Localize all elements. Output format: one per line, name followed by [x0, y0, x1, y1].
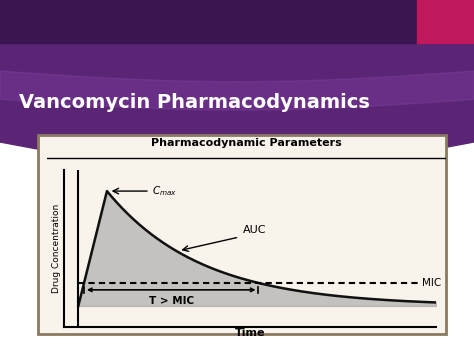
Text: MIC: MIC — [422, 278, 441, 288]
Y-axis label: Drug Concentration: Drug Concentration — [52, 204, 61, 293]
Text: AUC: AUC — [243, 225, 266, 235]
FancyBboxPatch shape — [38, 135, 446, 334]
Text: $C_{max}$: $C_{max}$ — [152, 184, 177, 198]
Text: Vancomycin Pharmacodynamics: Vancomycin Pharmacodynamics — [19, 93, 370, 113]
Text: Pharmacodynamic Parameters: Pharmacodynamic Parameters — [151, 138, 342, 148]
Text: T > MIC: T > MIC — [149, 296, 194, 306]
Polygon shape — [0, 0, 474, 170]
X-axis label: Time: Time — [235, 328, 265, 338]
